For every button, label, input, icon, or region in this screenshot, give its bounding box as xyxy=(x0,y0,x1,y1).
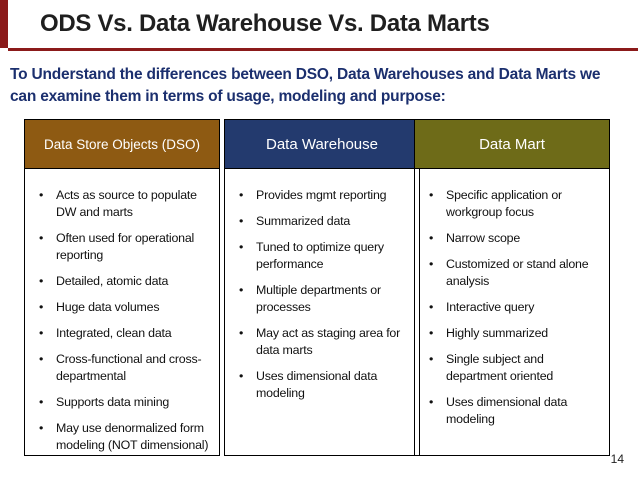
page-title: ODS Vs. Data Warehouse Vs. Data Marts xyxy=(40,10,490,37)
column-header-dso: Data Store Objects (DSO) xyxy=(25,120,219,169)
bullet-icon: • xyxy=(429,352,434,366)
list-item-text: Often used for operational reporting xyxy=(56,231,195,262)
bullet-icon: • xyxy=(429,257,434,271)
bullet-icon: • xyxy=(39,421,44,435)
intro-text: To Understand the differences between DS… xyxy=(10,66,601,105)
list-item-text: Integrated, clean data xyxy=(56,326,172,340)
list-item-text: Tuned to optimize query performance xyxy=(256,240,384,271)
list-item: • Multiple departments or processes xyxy=(239,282,411,316)
list-item: • Specific application or workgroup focus xyxy=(429,187,601,221)
column-header-data-warehouse: Data Warehouse xyxy=(225,120,419,169)
bullet-icon: • xyxy=(429,326,434,340)
list-item-text: Summarized data xyxy=(256,214,351,228)
list-item: • Narrow scope xyxy=(429,230,601,247)
list-item-text: Huge data volumes xyxy=(56,300,160,314)
list-item-text: Provides mgmt reporting xyxy=(256,188,387,202)
bullet-list-data-mart: • Specific application or workgroup focus… xyxy=(415,169,609,428)
bullet-icon: • xyxy=(239,326,244,340)
list-item: • Tuned to optimize query performance xyxy=(239,239,411,273)
list-item: • Customized or stand alone analysis xyxy=(429,256,601,290)
bullet-icon: • xyxy=(39,352,44,366)
list-item-text: Highly summarized xyxy=(446,326,548,340)
list-item: • Highly summarized xyxy=(429,325,601,342)
bullet-icon: • xyxy=(39,300,44,314)
bullet-icon: • xyxy=(429,300,434,314)
list-item-text: Acts as source to populate DW and marts xyxy=(56,188,197,219)
list-item-text: Supports data mining xyxy=(56,395,170,409)
title-accent-bar xyxy=(0,0,8,48)
list-item-text: May use denormalized form modeling (NOT … xyxy=(56,421,209,452)
bullet-icon: • xyxy=(239,369,244,383)
list-item-text: Single subject and department oriented xyxy=(446,352,554,383)
list-item: • Cross-functional and cross-departmental xyxy=(39,351,211,385)
list-item: • Huge data volumes xyxy=(39,299,211,316)
list-item-text: Multiple departments or processes xyxy=(256,283,381,314)
list-item: • Summarized data xyxy=(239,213,411,230)
bullet-icon: • xyxy=(429,188,434,202)
list-item: • Supports data mining xyxy=(39,394,211,411)
list-item: • Integrated, clean data xyxy=(39,325,211,342)
bullet-icon: • xyxy=(39,326,44,340)
list-item: • Uses dimensional data modeling xyxy=(429,394,601,428)
bullet-icon: • xyxy=(39,231,44,245)
bullet-list-dso: • Acts as source to populate DW and marts… xyxy=(25,169,219,454)
list-item: • May act as staging area for data marts xyxy=(239,325,411,359)
bullet-icon: • xyxy=(39,395,44,409)
list-item-text: Uses dimensional data modeling xyxy=(256,369,378,400)
bullet-icon: • xyxy=(429,395,434,409)
list-item: • May use denormalized form modeling (NOT… xyxy=(39,420,211,454)
list-item: • Often used for operational reporting xyxy=(39,230,211,264)
list-item-text: Customized or stand alone analysis xyxy=(446,257,589,288)
page-number: 14 xyxy=(610,452,624,466)
list-item-text: Interactive query xyxy=(446,300,535,314)
list-item: • Uses dimensional data modeling xyxy=(239,368,411,402)
column-data-mart: Data Mart • Specific application or workg… xyxy=(414,119,610,456)
list-item-text: Cross-functional and cross-departmental xyxy=(56,352,202,383)
list-item-text: Detailed, atomic data xyxy=(56,274,169,288)
bullet-icon: • xyxy=(239,188,244,202)
bullet-icon: • xyxy=(429,231,434,245)
bullet-icon: • xyxy=(239,240,244,254)
title-divider xyxy=(8,48,638,51)
list-item: • Detailed, atomic data xyxy=(39,273,211,290)
bullet-icon: • xyxy=(39,188,44,202)
list-item: • Provides mgmt reporting xyxy=(239,187,411,204)
bullet-icon: • xyxy=(239,283,244,297)
bullet-icon: • xyxy=(39,274,44,288)
column-data-warehouse: Data Warehouse • Provides mgmt reporting •… xyxy=(224,119,420,456)
list-item: • Acts as source to populate DW and marts xyxy=(39,187,211,221)
list-item-text: Specific application or workgroup focus xyxy=(446,188,562,219)
list-item-text: Uses dimensional data modeling xyxy=(446,395,568,426)
bullet-list-data-warehouse: • Provides mgmt reporting • Summarized data… xyxy=(225,169,419,402)
list-item: • Interactive query xyxy=(429,299,601,316)
bullet-icon: • xyxy=(239,214,244,228)
column-dso: Data Store Objects (DSO) • Acts as source… xyxy=(24,119,220,456)
column-header-data-mart: Data Mart xyxy=(415,120,609,169)
list-item-text: May act as staging area for data marts xyxy=(256,326,401,357)
list-item: • Single subject and department oriented xyxy=(429,351,601,385)
list-item-text: Narrow scope xyxy=(446,231,521,245)
